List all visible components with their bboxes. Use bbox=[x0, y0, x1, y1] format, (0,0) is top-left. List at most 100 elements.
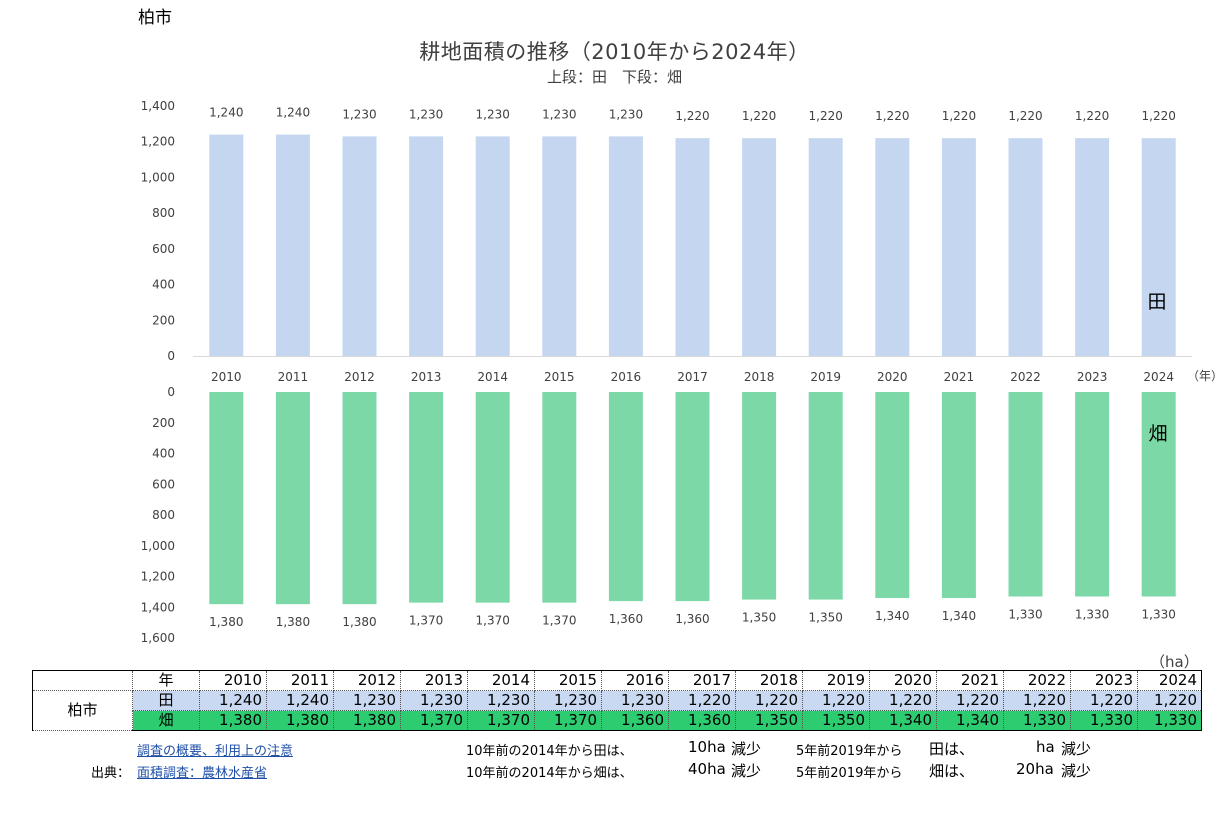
upland-data-label: 1,360 bbox=[609, 612, 643, 626]
upland-value-cell: 1,360 bbox=[668, 710, 736, 731]
paddy-bar bbox=[342, 136, 377, 356]
paddy-value-cell: 1,220 bbox=[1137, 690, 1202, 711]
table-header-row: 年 2010 2011 2012 2013 2014 2015 2016 2017 2018 20… bbox=[32, 670, 1202, 691]
paddy-bar bbox=[475, 136, 510, 356]
year-cell: 2011 bbox=[266, 670, 334, 691]
upland-axis-tick-label: 0 bbox=[167, 385, 175, 399]
paddy-label-cell: 田 bbox=[132, 690, 200, 711]
paddy-axis-tick-label: 1,200 bbox=[141, 135, 175, 149]
paddy-data-label: 1,220 bbox=[875, 109, 909, 123]
row-city-cell: 柏市 bbox=[32, 690, 133, 731]
year-axis-tick-label: 2013 bbox=[411, 370, 442, 384]
upland-value-cell: 1,340 bbox=[869, 710, 937, 731]
upland-axis-tick-label: 1,000 bbox=[141, 539, 175, 553]
upland-bar bbox=[808, 392, 843, 600]
year-axis-tick-label: 2012 bbox=[344, 370, 375, 384]
paddy-10yr-value: 10ha bbox=[688, 738, 726, 756]
paddy-bar bbox=[275, 134, 310, 356]
upland-data-label: 1,340 bbox=[942, 609, 976, 623]
year-axis-tick-label: 2015 bbox=[544, 370, 575, 384]
paddy-series-label: 田 bbox=[1147, 291, 1166, 313]
upland-axis-tick-label: 200 bbox=[152, 416, 175, 430]
paddy-value-cell: 1,220 bbox=[735, 690, 803, 711]
paddy-value-cell: 1,220 bbox=[802, 690, 870, 711]
upland-bar bbox=[1075, 392, 1110, 597]
paddy-data-label: 1,220 bbox=[1008, 109, 1042, 123]
upland-data-label: 1,370 bbox=[409, 614, 443, 628]
paddy-data-label: 1,230 bbox=[476, 107, 510, 121]
upland-data-label: 1,350 bbox=[809, 611, 843, 625]
upland-value-cell: 1,360 bbox=[601, 710, 669, 731]
paddy-value-cell: 1,220 bbox=[668, 690, 736, 711]
paddy-data-label: 1,220 bbox=[809, 109, 843, 123]
upland-data-label: 1,360 bbox=[675, 612, 709, 626]
source-link[interactable]: 面積調査：農林水産省 bbox=[137, 766, 268, 781]
chart-subtitle: 上段：田 下段：畑 bbox=[546, 68, 682, 86]
source-label: 出典： bbox=[91, 766, 131, 781]
paddy-bar bbox=[675, 138, 710, 356]
survey-notes-link[interactable]: 調査の概要、利用上の注意 bbox=[137, 744, 294, 759]
paddy-data-label: 1,220 bbox=[1142, 109, 1176, 123]
paddy-data-label: 1,230 bbox=[542, 107, 576, 121]
year-axis-tick-label: 2017 bbox=[677, 370, 708, 384]
paddy-value-cell: 1,230 bbox=[467, 690, 535, 711]
upland-bar bbox=[742, 392, 777, 600]
upland-axis-tick-label: 600 bbox=[152, 477, 175, 491]
year-axis-tick-label: 2014 bbox=[477, 370, 508, 384]
upland-value-cell: 1,340 bbox=[936, 710, 1004, 731]
paddy-bar bbox=[209, 134, 244, 356]
upland-axis-tick-label: 1,600 bbox=[141, 631, 175, 645]
year-cell: 2010 bbox=[199, 670, 267, 691]
paddy-axis-tick-label: 400 bbox=[152, 278, 175, 292]
year-cell: 2021 bbox=[936, 670, 1004, 691]
data-table: 年 2010 2011 2012 2013 2014 2015 2016 2017 2018 20… bbox=[32, 670, 1202, 731]
upland-10yr-decrease: 減少 bbox=[731, 762, 762, 780]
upland-bar bbox=[275, 392, 310, 605]
year-axis-tick-label: 2016 bbox=[611, 370, 642, 384]
paddy-axis-tick-label: 600 bbox=[152, 242, 175, 256]
year-cell: 2019 bbox=[802, 670, 870, 691]
paddy-value-cell: 1,240 bbox=[266, 690, 334, 711]
year-axis-tick-label: 2024 bbox=[1143, 370, 1174, 384]
year-axis-tick-label: 2011 bbox=[278, 370, 309, 384]
upland-value-cell: 1,330 bbox=[1070, 710, 1138, 731]
chart-title: 耕地面積の推移（2010年から2024年） bbox=[419, 40, 810, 64]
paddy-bar bbox=[542, 136, 577, 356]
paddy-upland-chart: 0 200 400 600 800 1,000 1,200 1,400 1,240 1,240 1,… bbox=[141, 99, 1223, 645]
upland-value-cell: 1,330 bbox=[1003, 710, 1071, 731]
year-cell: 2015 bbox=[534, 670, 602, 691]
paddy-value-cell: 1,220 bbox=[869, 690, 937, 711]
year-axis-tick-label: 2023 bbox=[1077, 370, 1108, 384]
upland-bar bbox=[1141, 392, 1176, 597]
paddy-data-label: 1,220 bbox=[742, 109, 776, 123]
upland-data-label: 1,380 bbox=[276, 615, 310, 629]
paddy-5yr-decrease: 減少 bbox=[1061, 740, 1092, 758]
upland-bar bbox=[209, 392, 244, 605]
year-cell: 2016 bbox=[601, 670, 669, 691]
paddy-axis-tick-label: 200 bbox=[152, 313, 175, 327]
upland-bar bbox=[1008, 392, 1043, 597]
upland-data-label: 1,330 bbox=[1075, 607, 1109, 621]
upland-bar bbox=[542, 392, 577, 603]
upland-value-cell: 1,350 bbox=[735, 710, 803, 731]
year-header-cell: 年 bbox=[132, 670, 200, 691]
upland-axis-tick-label: 1,400 bbox=[141, 600, 175, 614]
paddy-bar bbox=[608, 136, 643, 356]
unit-label: （ha） bbox=[1150, 653, 1199, 671]
paddy-10yr-text: 10年前の2014年から田は、 bbox=[466, 744, 633, 759]
upland-10yr-value: 40ha bbox=[688, 760, 726, 778]
paddy-10yr-decrease: 減少 bbox=[731, 740, 762, 758]
upland-value-cell: 1,380 bbox=[199, 710, 267, 731]
paddy-5yr-label: 田は、 bbox=[929, 740, 975, 758]
paddy-data-label: 1,230 bbox=[609, 107, 643, 121]
upland-data-label: 1,340 bbox=[875, 609, 909, 623]
upland-value-cell: 1,370 bbox=[467, 710, 535, 731]
upland-data-label: 1,330 bbox=[1142, 607, 1176, 621]
paddy-data-label: 1,240 bbox=[209, 106, 243, 120]
table-row-paddy: 柏市 田 1,240 1,240 1,230 1,230 1,230 1,230 1,230… bbox=[32, 690, 1202, 731]
upland-bar bbox=[675, 392, 710, 602]
paddy-value-cell: 1,220 bbox=[1070, 690, 1138, 711]
year-cell: 2024 bbox=[1137, 670, 1202, 691]
year-cell: 2017 bbox=[668, 670, 736, 691]
paddy-bar bbox=[1075, 138, 1110, 356]
